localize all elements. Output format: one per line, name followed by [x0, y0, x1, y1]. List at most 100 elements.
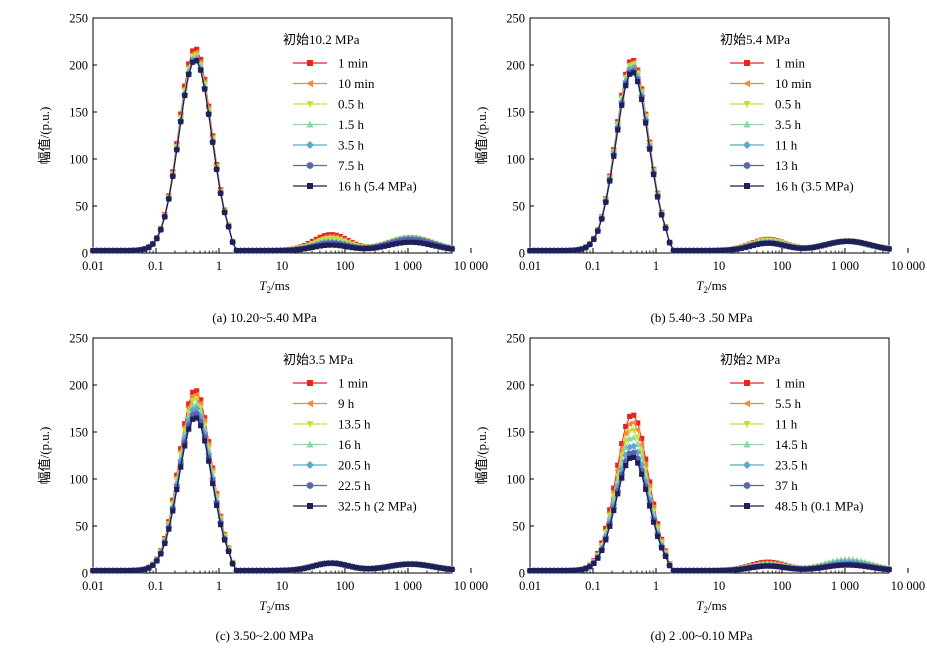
data-point	[806, 245, 812, 251]
data-point	[425, 241, 431, 247]
data-point	[659, 212, 665, 218]
data-point	[778, 564, 784, 570]
x-axis-label-subscript: 2	[703, 285, 708, 295]
data-point	[603, 537, 609, 543]
data-point	[639, 471, 645, 477]
y-tick-label: 100	[506, 473, 525, 487]
data-point	[643, 120, 649, 126]
data-point	[413, 239, 419, 246]
data-point	[329, 560, 335, 566]
data-point	[794, 566, 800, 572]
data-point	[634, 427, 641, 434]
legend-label: 48.5 h (0.1 MPa)	[775, 499, 863, 514]
data-point	[671, 568, 677, 574]
series-2	[526, 419, 892, 574]
data-point	[818, 243, 824, 249]
data-point	[166, 526, 172, 532]
data-point	[198, 423, 204, 429]
data-point	[413, 561, 419, 567]
data-point	[206, 111, 212, 117]
data-point	[527, 568, 533, 574]
data-point	[834, 562, 840, 569]
data-point	[305, 564, 311, 570]
data-point	[630, 442, 638, 450]
data-point	[293, 566, 300, 573]
data-point	[134, 567, 140, 573]
data-point	[710, 247, 717, 254]
data-point	[118, 568, 124, 574]
data-point	[630, 427, 637, 434]
data-point	[317, 243, 323, 249]
data-point	[162, 540, 168, 547]
data-point	[421, 562, 427, 568]
data-point	[619, 102, 625, 108]
data-point	[587, 564, 593, 570]
series-1	[527, 57, 892, 254]
series-line	[93, 417, 453, 572]
data-point	[385, 242, 391, 249]
data-point	[647, 503, 653, 509]
legend-swatch-marker	[743, 421, 751, 428]
data-point	[393, 562, 399, 568]
data-point	[182, 92, 188, 98]
legend-label: 1 min	[775, 56, 805, 71]
legend-swatch-marker	[306, 101, 314, 108]
data-point	[563, 568, 569, 574]
data-point	[726, 567, 733, 573]
data-point	[762, 240, 768, 246]
data-point	[583, 565, 589, 572]
data-point	[201, 429, 209, 437]
series-6	[90, 410, 455, 574]
y-axis-label: 幅值/(p.u.)	[37, 107, 52, 165]
data-point	[321, 242, 327, 248]
y-tick-label: 50	[513, 520, 526, 534]
data-point	[230, 239, 236, 245]
legend-swatch-marker	[744, 503, 750, 509]
data-point	[622, 430, 629, 437]
data-point	[90, 568, 96, 574]
data-point	[194, 46, 200, 52]
panel-b: 0 50 100 150 200 250 0.01 0.1 1 10 100 1 000 10 000 T…	[474, 12, 925, 326]
x-tick-label: 0.1	[148, 579, 164, 593]
data-point	[543, 568, 549, 574]
data-point	[846, 238, 852, 244]
data-point	[313, 244, 319, 250]
data-point	[639, 435, 645, 442]
data-point	[579, 246, 585, 252]
data-point	[142, 566, 148, 572]
series-line	[93, 398, 453, 572]
data-point	[353, 245, 359, 251]
data-point	[198, 56, 204, 63]
series-1	[527, 412, 892, 574]
data-point	[551, 568, 557, 574]
data-point	[265, 248, 272, 254]
data-point	[611, 507, 617, 514]
data-point	[186, 401, 192, 407]
data-point	[285, 247, 292, 253]
data-point	[870, 565, 876, 571]
data-point	[174, 487, 180, 493]
data-point	[138, 247, 144, 253]
series-line	[530, 65, 890, 252]
series-3	[89, 52, 456, 255]
data-point	[790, 566, 796, 572]
data-point	[623, 423, 629, 430]
data-point	[878, 244, 884, 251]
data-point	[261, 248, 268, 254]
data-point	[874, 244, 880, 250]
legend-swatch-marker	[306, 400, 313, 407]
series-7	[527, 454, 892, 574]
series-line	[530, 71, 890, 252]
data-point	[638, 441, 645, 448]
legend-swatch-marker	[306, 80, 313, 87]
data-point	[186, 426, 192, 432]
data-point	[281, 567, 288, 574]
y-tick-label: 200	[69, 379, 88, 393]
series-line	[93, 56, 453, 252]
x-axis-label-unit: /ms	[271, 598, 290, 613]
data-point	[738, 245, 745, 251]
data-point	[297, 566, 304, 572]
data-point	[830, 240, 836, 246]
y-tick-label: 100	[69, 153, 88, 167]
data-point	[802, 566, 808, 572]
